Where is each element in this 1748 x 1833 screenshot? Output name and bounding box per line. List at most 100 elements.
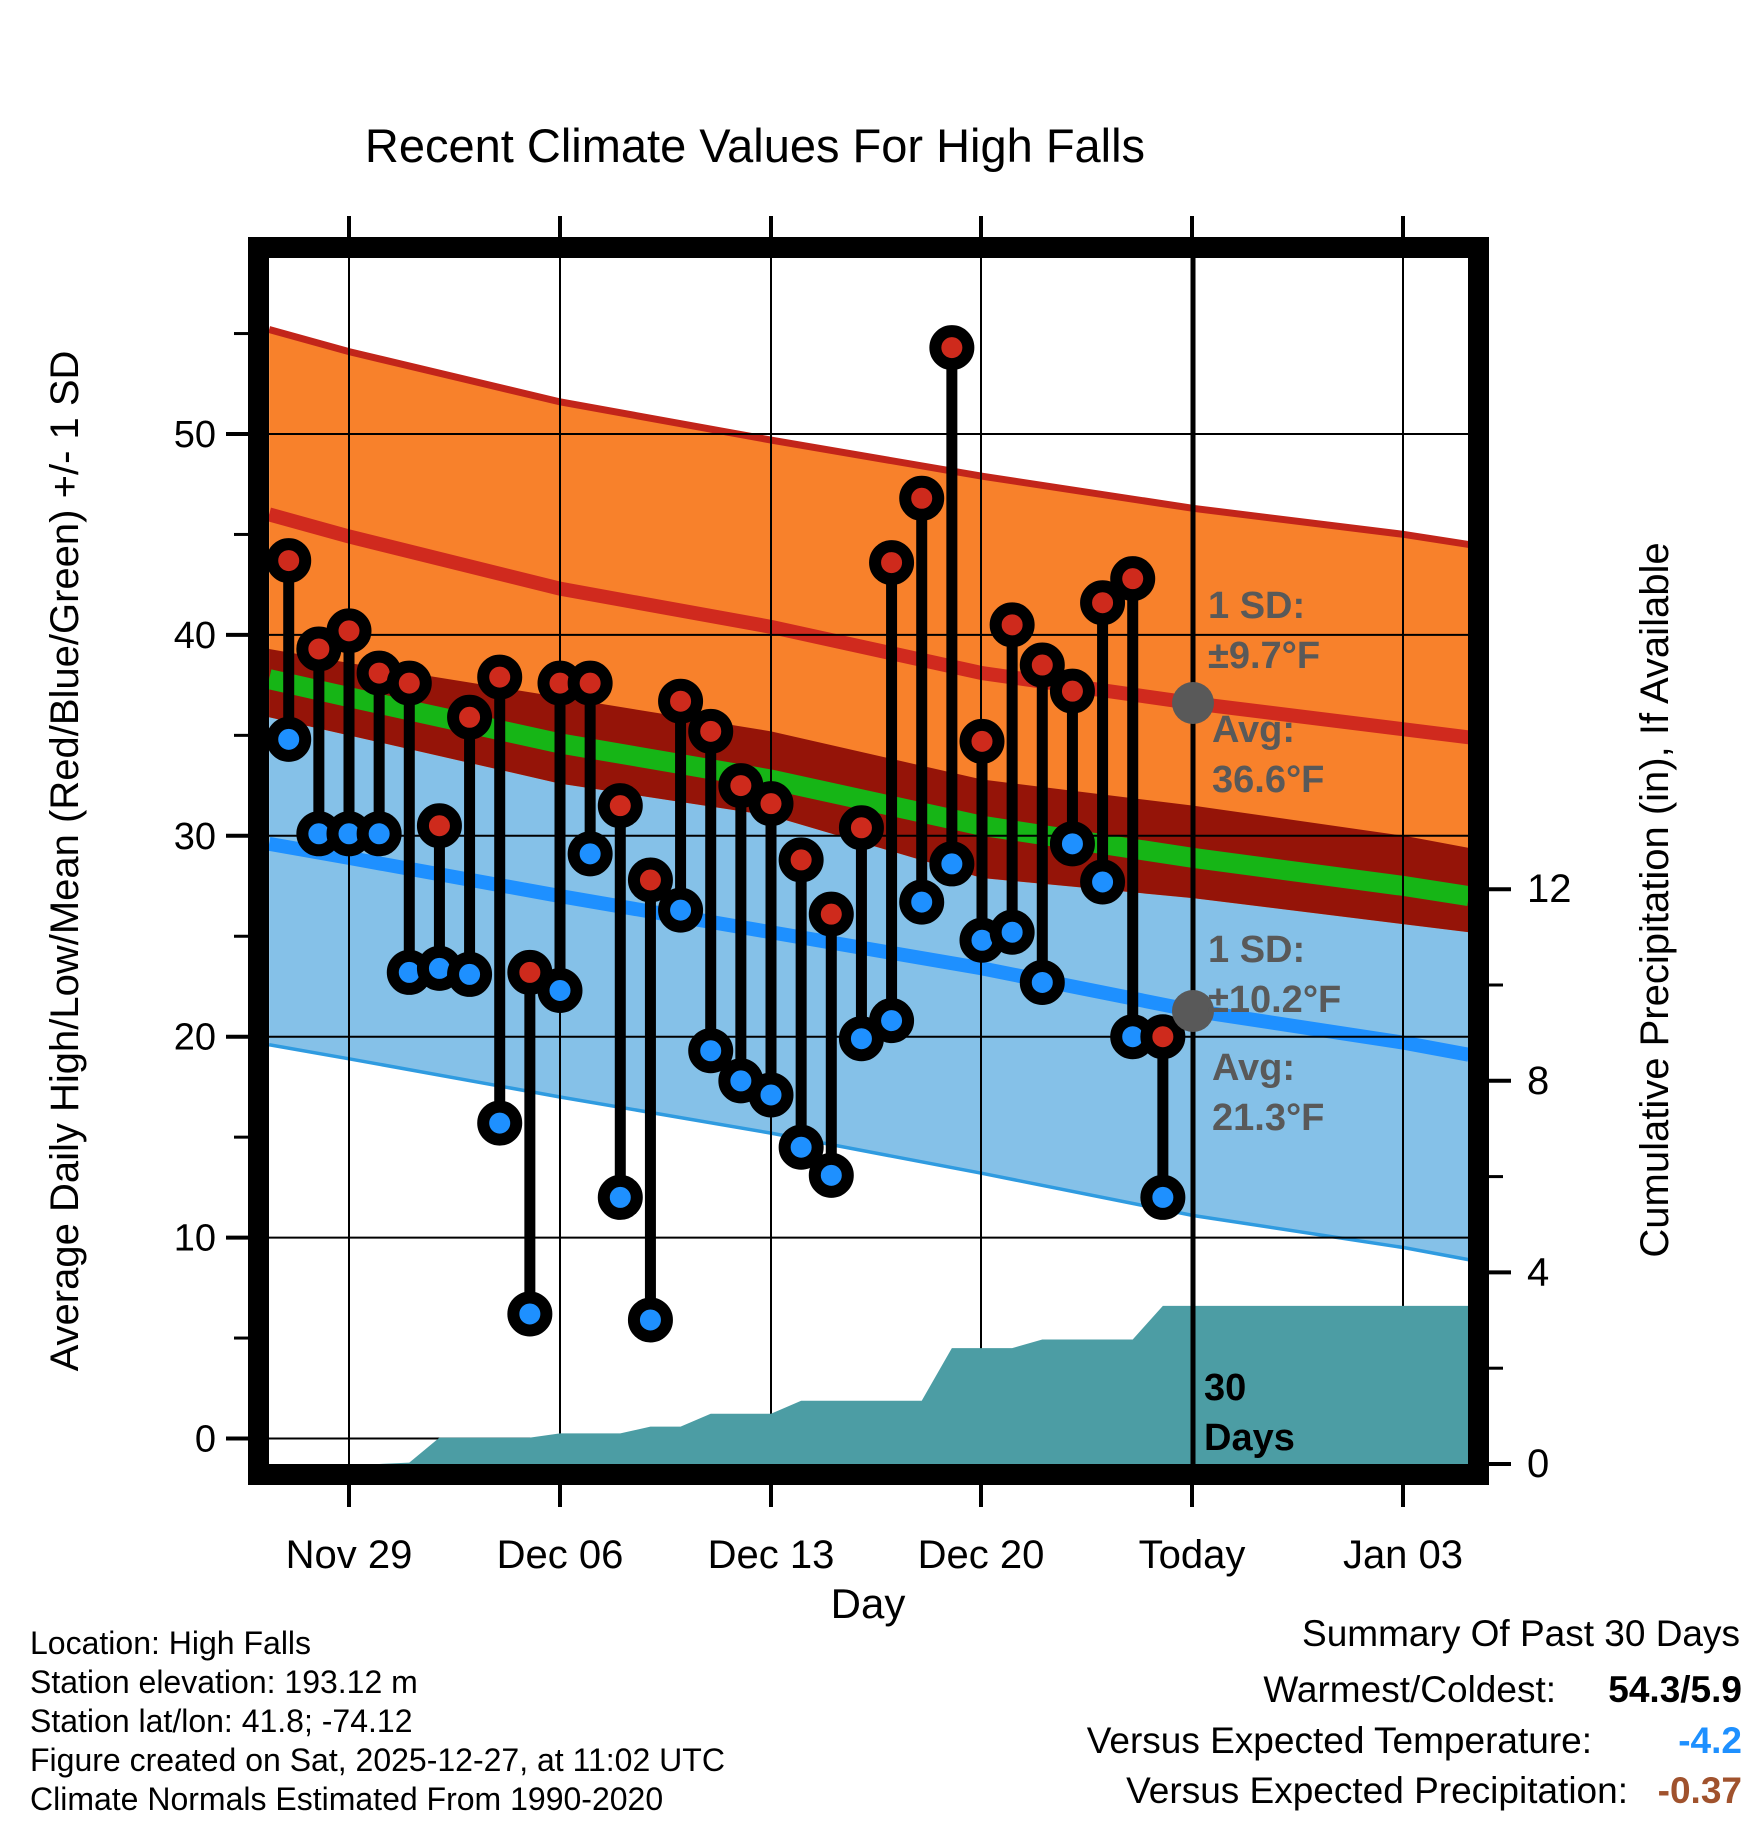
high-dot-Nov-28	[296, 626, 342, 672]
avg-high-line	[269, 507, 1468, 745]
low-dot-Dec-21	[989, 909, 1035, 955]
high-dot-Dec-20	[959, 718, 1005, 764]
x-tick-label-5: Jan 03	[1343, 1533, 1463, 1577]
high-avg-value: 36.6°F	[1212, 759, 1324, 801]
high-dot-Dec-13	[748, 781, 794, 827]
high-dot-Dec-19	[929, 325, 975, 371]
frame-rect	[248, 237, 1489, 1485]
high-dot-Dec-16	[838, 805, 884, 851]
footer-normals: Climate Normals Estimated From 1990-2020	[30, 1781, 663, 1817]
low-dot-Dec-24	[1080, 859, 1126, 905]
low-dot-Dec-22	[1019, 959, 1065, 1005]
summary-warmcold-label: Warmest/Coldest:	[1263, 1669, 1556, 1710]
high-dot-Dec-10	[658, 678, 704, 724]
y-left-tick-label-40: 40	[174, 615, 216, 657]
summary-vs-temp-value: -4.2	[1678, 1720, 1742, 1761]
low-avg-value: 21.3°F	[1212, 1097, 1324, 1139]
high-dot-Dec-17	[869, 540, 915, 586]
high-avg-label: Avg:	[1212, 709, 1295, 751]
high-dot-Dec-12	[718, 763, 764, 809]
y-right-tick-label-0: 0	[1527, 1442, 1549, 1486]
low-dot-Nov-30	[356, 811, 402, 857]
footer-elevation: Station elevation: 193.12 m	[30, 1664, 418, 1700]
summary-vs-precip-label: Versus Expected Precipitation:	[1126, 1770, 1628, 1811]
low-dot-Dec-18	[899, 879, 945, 925]
low-dot-Dec-05	[507, 1291, 553, 1337]
low-dot-Dec-06	[537, 967, 583, 1013]
high-dot-Dec-07	[567, 660, 613, 706]
x-tick-label-0: Nov 29	[286, 1533, 413, 1577]
high-dot-Dec-18	[899, 475, 945, 521]
x-tick-label-3: Dec 20	[918, 1533, 1045, 1577]
low-dot-Dec-09	[627, 1297, 673, 1343]
high-dot-Dec-24	[1080, 580, 1126, 626]
low-dot-Dec-08	[597, 1174, 643, 1220]
y-right-tick-label-4: 4	[1527, 1250, 1549, 1294]
precip-area	[269, 1305, 1468, 1464]
x-tick-label-2: Dec 13	[708, 1533, 835, 1577]
plot-frame	[248, 237, 1489, 1485]
y-left-axis-label: Average Daily High/Low/Mean (Red/Blue/Gr…	[43, 351, 87, 1372]
low-band-bottom-edge	[269, 1043, 1468, 1262]
y-left-tick-label-0: 0	[195, 1419, 216, 1461]
low-dot-Dec-19	[929, 841, 975, 887]
y-right-tick-label-8: 8	[1527, 1059, 1549, 1103]
low-sd-value: ±10.2°F	[1208, 979, 1341, 1021]
summary-warmcold-value: 54.3/5.9	[1608, 1669, 1742, 1710]
low-dot-Dec-13	[748, 1072, 794, 1118]
footer-created: Figure created on Sat, 2025-12-27, at 11…	[30, 1742, 725, 1778]
high-dot-Dec-04	[477, 654, 523, 700]
high-dot-Dec-23	[1049, 668, 1095, 714]
thirty-days-label-line1: 30	[1204, 1367, 1246, 1409]
summary-header: Summary Of Past 30 Days	[1302, 1613, 1740, 1654]
low-dot-Dec-15	[808, 1152, 854, 1198]
y-left-tick-label-30: 30	[174, 816, 216, 858]
low-dot-Dec-10	[658, 887, 704, 933]
x-axis-label: Day	[831, 1580, 906, 1627]
thirty-days-label-line2: Days	[1204, 1417, 1295, 1459]
y-right-axis-label: Cumulative Precipitation (in), If Availa…	[1633, 542, 1677, 1257]
y-right-tick-label-12: 12	[1527, 867, 1572, 911]
footer-location: Location: High Falls	[30, 1625, 311, 1661]
y-left-tick-label-50: 50	[174, 414, 216, 456]
low-dot-Dec-03	[447, 951, 493, 997]
low-dot-Dec-17	[869, 998, 915, 1044]
high-dot-Dec-25	[1110, 556, 1156, 602]
high-sd-label: 1 SD:	[1208, 585, 1305, 627]
y-left-tick-label-20: 20	[174, 1017, 216, 1059]
summary-vs-temp-label: Versus Expected Temperature:	[1087, 1720, 1592, 1761]
low-sd-label: 1 SD:	[1208, 929, 1305, 971]
x-tick-label-4: Today	[1139, 1533, 1246, 1577]
high-dot-Dec-02	[416, 803, 462, 849]
summary-block: Summary Of Past 30 Days Warmest/Coldest:…	[1087, 1613, 1742, 1811]
low-dot-Dec-07	[567, 831, 613, 877]
high-sd-value: ±9.7°F	[1208, 635, 1320, 677]
high-dot-Dec-21	[989, 602, 1035, 648]
high-dot-Nov-29	[326, 608, 372, 654]
low-dot-Dec-11	[688, 1028, 734, 1074]
axis-ticks	[226, 216, 1511, 1507]
station-info: Location: High Falls Station elevation: …	[30, 1625, 725, 1817]
high-dot-Dec-14	[778, 837, 824, 883]
climatology-annotations: 1 SD: ±9.7°F Avg: 36.6°F 1 SD: ±10.2°F A…	[1172, 585, 1341, 1139]
low-dot-Dec-23	[1049, 821, 1095, 867]
low-dot-Nov-27	[266, 716, 312, 762]
high-dot-Dec-01	[386, 660, 432, 706]
high-dot-Dec-03	[447, 694, 493, 740]
low-avg-label: Avg:	[1212, 1047, 1295, 1089]
avg-low-marker-dot	[1172, 990, 1214, 1032]
low-dot-Dec-16	[838, 1016, 884, 1062]
low-dot-Dec-04	[477, 1100, 523, 1146]
low-dot-Dec-14	[778, 1124, 824, 1170]
cumulative-precip-area	[269, 1305, 1468, 1464]
daily-stems	[266, 325, 1186, 1343]
high-dot-Dec-05	[507, 949, 553, 995]
chart-title: Recent Climate Values For High Falls	[365, 119, 1145, 172]
low-dot-Dec-26	[1140, 1174, 1186, 1220]
summary-vs-precip-value: -0.37	[1658, 1770, 1742, 1811]
footer-latlon: Station lat/lon: 41.8; -74.12	[30, 1703, 412, 1739]
high-dot-Dec-11	[688, 708, 734, 754]
